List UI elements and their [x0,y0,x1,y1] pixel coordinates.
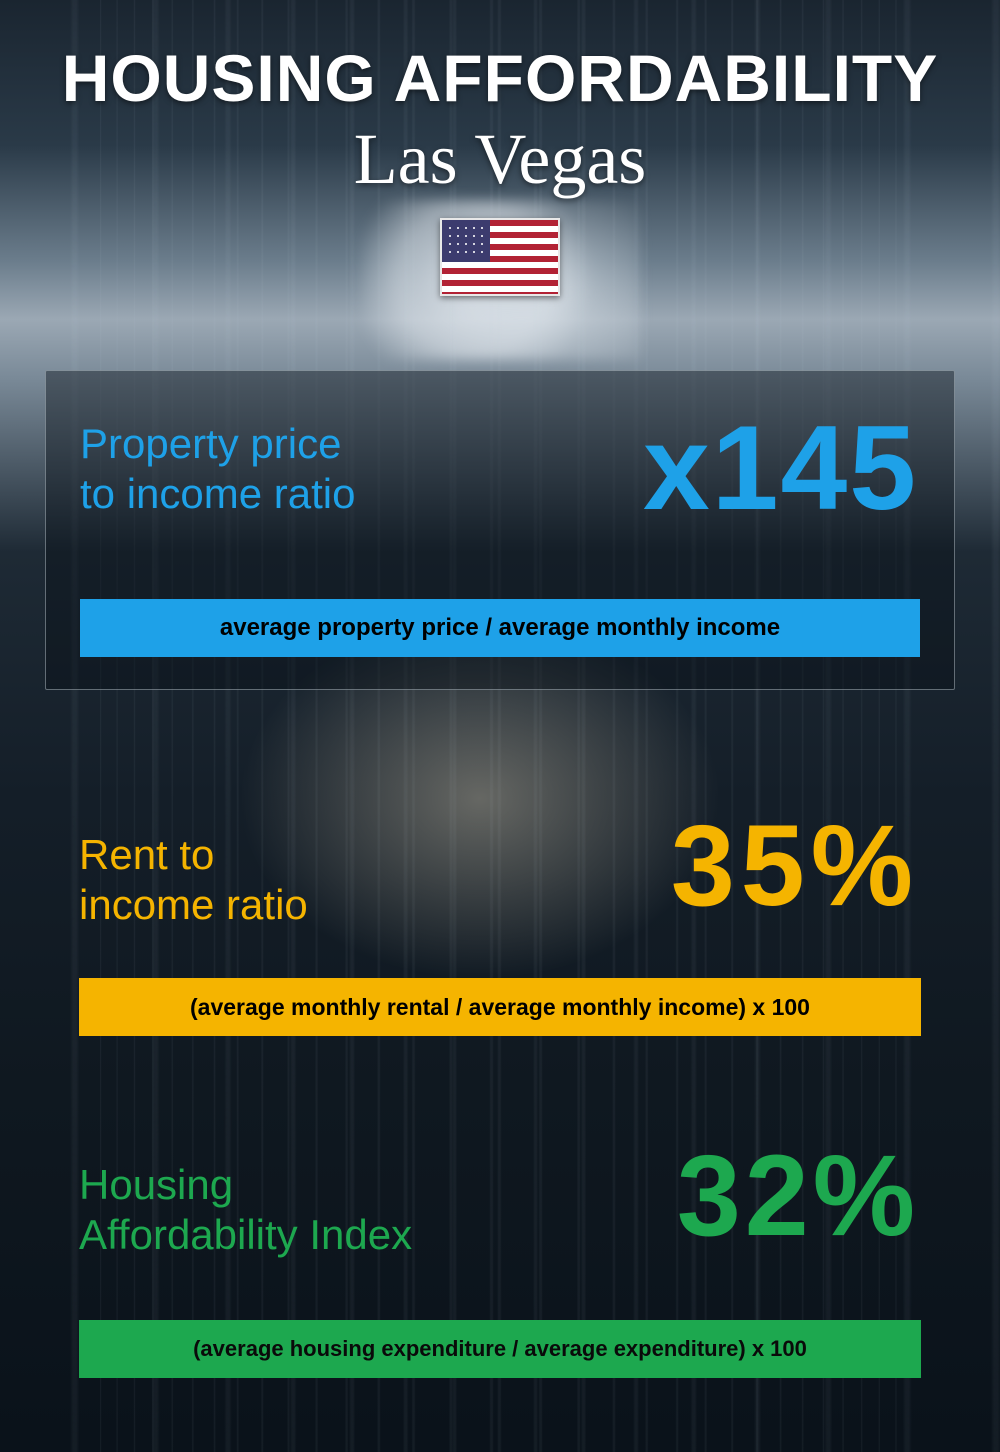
metric-card-price-income: Property price to income ratio x145 aver… [45,370,955,690]
metric-label-line2: income ratio [79,881,308,928]
formula-bar-rent-income: (average monthly rental / average monthl… [79,978,921,1036]
metric-label-line1: Housing [79,1161,233,1208]
city-subtitle: Las Vegas [0,118,1000,201]
metric-label-line2: Affordability Index [79,1211,412,1258]
metric-label-rent-income: Rent to income ratio [79,830,308,929]
metric-label-line1: Property price [80,420,341,467]
us-flag-icon [440,218,560,296]
metric-label-line1: Rent to [79,831,214,878]
flag-canton [442,220,490,262]
metric-value-affordability: 32% [677,1130,919,1262]
formula-bar-price-income: average property price / average monthly… [80,599,920,657]
metric-value-rent-income: 35% [671,800,919,932]
metric-value-price-income: x145 [643,399,918,537]
infographic-root: HOUSING AFFORDABILITY Las Vegas Property… [0,0,1000,1452]
metric-label-line2: to income ratio [80,470,355,517]
metric-label-affordability: Housing Affordability Index [79,1160,412,1259]
formula-bar-affordability: (average housing expenditure / average e… [79,1320,921,1378]
metric-section-affordability: Housing Affordability Index 32% (average… [45,1130,955,1430]
main-title: HOUSING AFFORDABILITY [0,40,1000,116]
metric-label-price-income: Property price to income ratio [80,419,355,518]
metric-section-rent-income: Rent to income ratio 35% (average monthl… [45,800,955,1080]
